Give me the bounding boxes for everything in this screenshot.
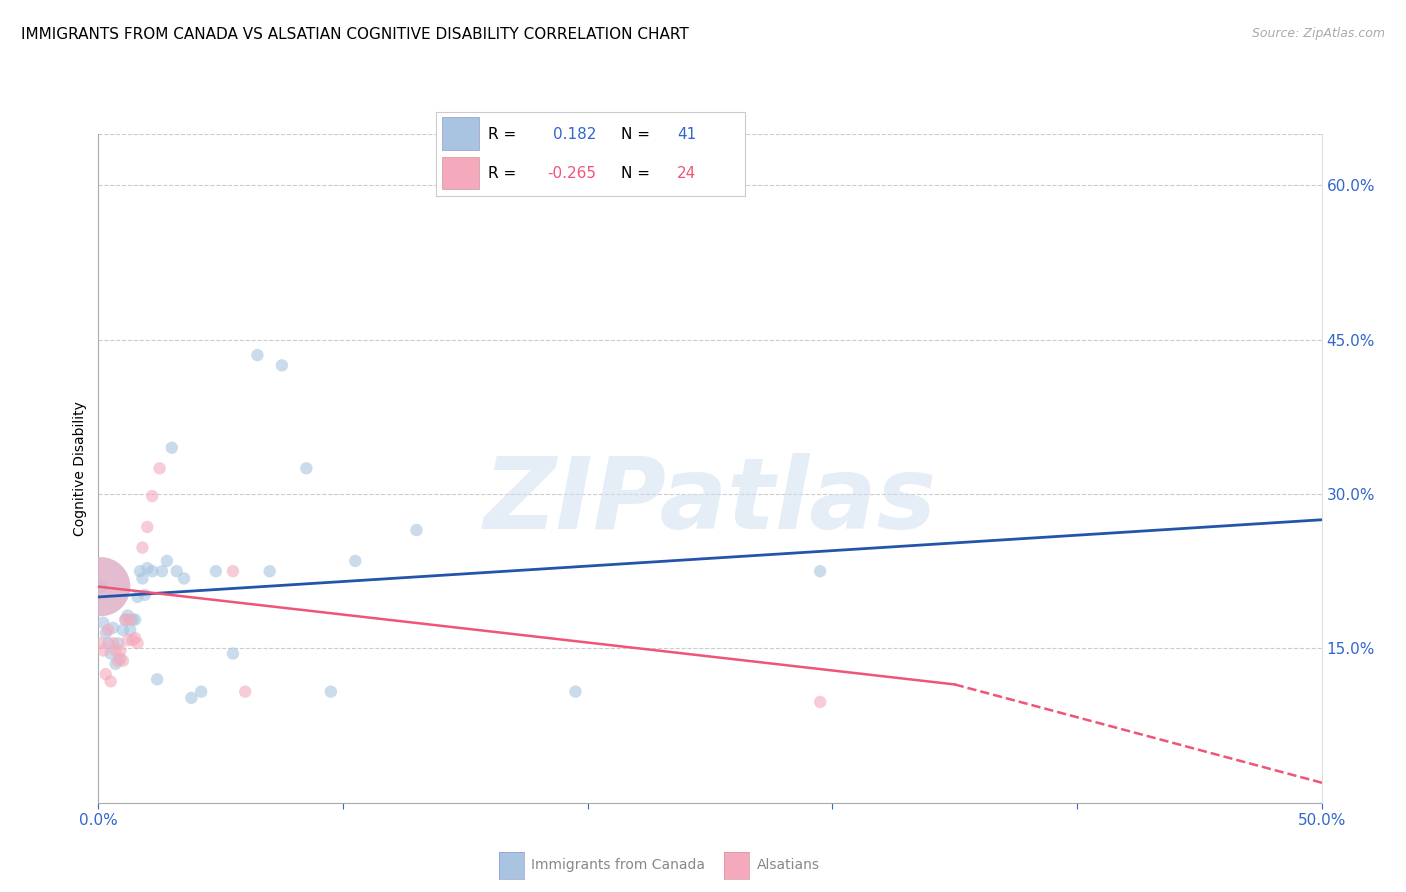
Point <box>111 654 134 668</box>
Point <box>190 684 212 698</box>
Point <box>107 654 129 668</box>
Y-axis label: Cognitive Disability: Cognitive Disability <box>73 401 87 536</box>
Point <box>97 636 120 650</box>
Point <box>222 564 245 578</box>
Text: 24: 24 <box>678 166 696 181</box>
Text: -0.265: -0.265 <box>547 166 596 181</box>
Point <box>121 633 143 648</box>
Point <box>136 520 159 534</box>
Point <box>90 636 112 650</box>
Point <box>90 580 112 594</box>
Text: N =: N = <box>621 166 651 181</box>
Point <box>141 489 163 503</box>
Point <box>124 631 146 645</box>
Point <box>129 564 152 578</box>
Point <box>94 667 117 681</box>
Point <box>246 348 269 362</box>
Text: Immigrants from Canada: Immigrants from Canada <box>531 858 706 872</box>
Point <box>166 564 188 578</box>
Point <box>156 554 179 568</box>
Text: 0.182: 0.182 <box>554 127 596 142</box>
Bar <box>441 118 479 150</box>
Point <box>160 441 183 455</box>
Point <box>120 613 142 627</box>
Point <box>101 636 124 650</box>
Point <box>124 613 146 627</box>
Point <box>90 580 112 594</box>
Point <box>141 564 163 578</box>
Point <box>146 673 169 687</box>
Text: R =: R = <box>488 166 516 181</box>
Text: Source: ZipAtlas.com: Source: ZipAtlas.com <box>1251 27 1385 40</box>
Point <box>117 608 139 623</box>
Point <box>808 564 831 578</box>
Text: Alsatians: Alsatians <box>756 858 820 872</box>
Point <box>180 690 202 705</box>
Point <box>100 674 122 689</box>
Text: 41: 41 <box>678 127 696 142</box>
Point <box>150 564 173 578</box>
Point <box>405 523 427 537</box>
Point <box>114 613 136 627</box>
Point <box>222 647 245 661</box>
Point <box>564 684 586 698</box>
Point <box>120 623 142 637</box>
Point <box>104 643 127 657</box>
Point <box>233 684 256 698</box>
Point <box>117 633 139 648</box>
Text: N =: N = <box>621 127 651 142</box>
Point <box>91 643 114 657</box>
Point <box>104 657 127 671</box>
Text: R =: R = <box>488 127 516 142</box>
Point <box>131 571 153 585</box>
Point <box>127 590 149 604</box>
Point <box>259 564 281 578</box>
Point <box>100 647 122 661</box>
Point <box>101 621 124 635</box>
Point <box>97 623 120 637</box>
Point <box>94 626 117 640</box>
Point <box>131 541 153 555</box>
Point <box>110 651 132 665</box>
Point <box>808 695 831 709</box>
Point <box>173 571 195 585</box>
Point <box>107 636 129 650</box>
Point <box>110 643 132 657</box>
Text: ZIPatlas: ZIPatlas <box>484 453 936 550</box>
Point <box>344 554 367 568</box>
Point <box>205 564 228 578</box>
Point <box>136 561 159 575</box>
Point <box>149 461 172 475</box>
Point <box>121 613 143 627</box>
Point <box>114 613 136 627</box>
Point <box>134 588 156 602</box>
Text: IMMIGRANTS FROM CANADA VS ALSATIAN COGNITIVE DISABILITY CORRELATION CHART: IMMIGRANTS FROM CANADA VS ALSATIAN COGNI… <box>21 27 689 42</box>
Point <box>111 623 134 637</box>
Point <box>91 615 114 630</box>
Point <box>319 684 342 698</box>
Point <box>127 636 149 650</box>
Point <box>90 580 112 594</box>
Point <box>295 461 318 475</box>
Point <box>270 359 294 373</box>
Bar <box>441 157 479 189</box>
